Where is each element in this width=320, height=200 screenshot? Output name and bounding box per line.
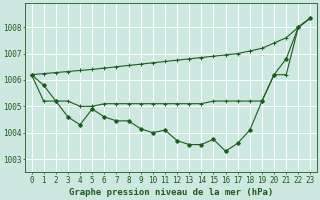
X-axis label: Graphe pression niveau de la mer (hPa): Graphe pression niveau de la mer (hPa) bbox=[69, 188, 273, 197]
